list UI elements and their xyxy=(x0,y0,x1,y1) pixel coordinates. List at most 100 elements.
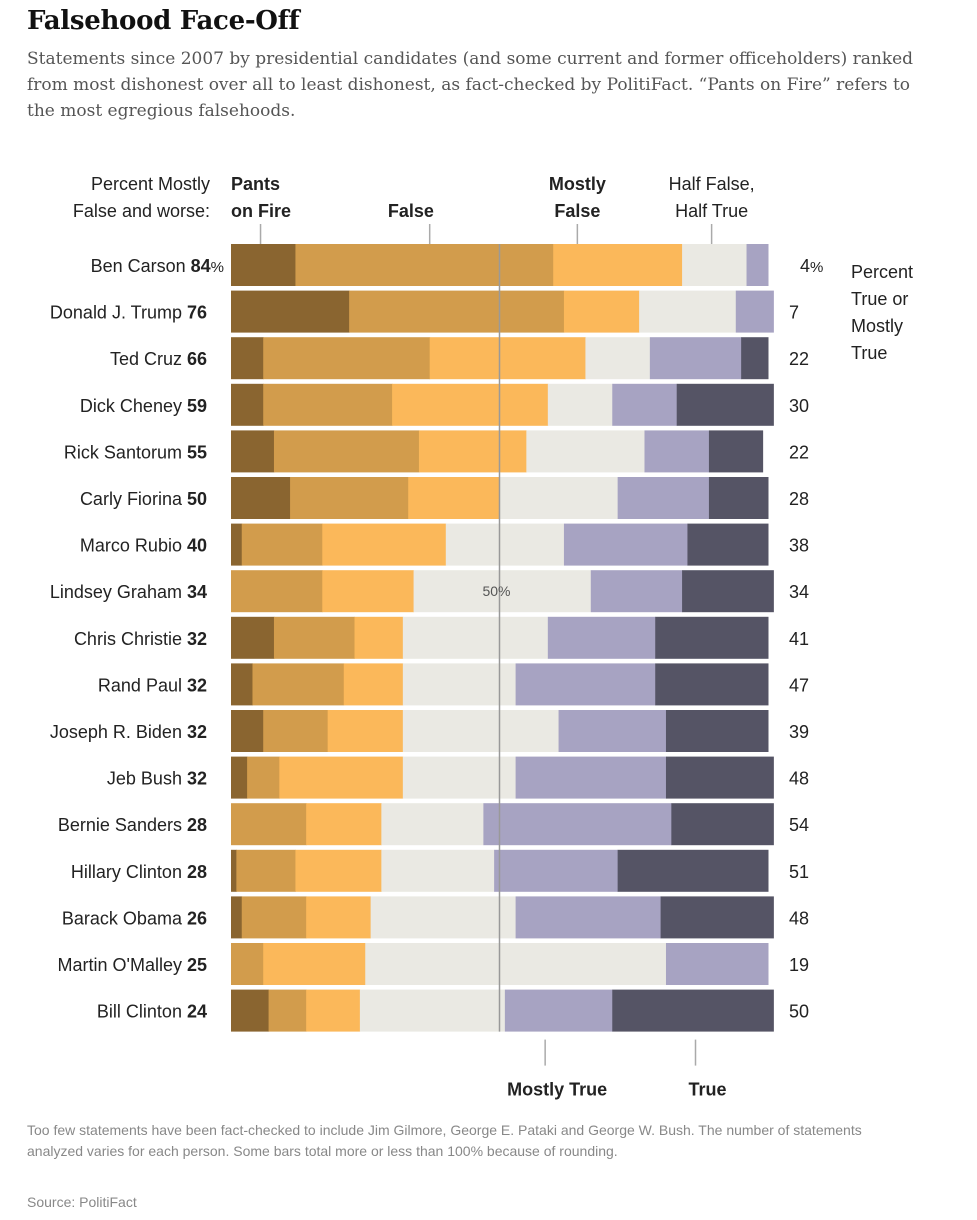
bar-segment-false xyxy=(252,663,345,706)
bar-segment-mostly-true xyxy=(612,383,678,426)
bar-segment-half-true xyxy=(585,337,651,380)
bar-segment-mostly-true xyxy=(515,756,667,799)
bar-segment-mostly-true xyxy=(563,523,688,566)
top-category-label: Half False, xyxy=(669,174,755,194)
bar-segment-false xyxy=(263,383,393,426)
bar-segment-half-true xyxy=(402,616,549,659)
bar-segment-mostly-false xyxy=(429,337,586,380)
bar-segment-mostly-true xyxy=(644,430,710,473)
bar-segment-mostly-false xyxy=(306,896,372,939)
bar-segment-true xyxy=(617,849,769,892)
bar-segment-mostly-false xyxy=(553,244,683,286)
bar-segment-false xyxy=(349,290,565,333)
bar-segment-mostly-true xyxy=(494,849,619,892)
bar-segment-mostly-true xyxy=(515,663,656,706)
bar-segment-mostly-false xyxy=(306,989,361,1032)
bar-segment-mostly-false xyxy=(354,616,404,659)
candidate-label: Martin O'Malley 25 xyxy=(58,955,208,975)
bar-segment-false xyxy=(247,756,280,799)
candidate-label: Carly Fiorina 50 xyxy=(80,489,207,509)
true-percent-value: 19 xyxy=(789,955,809,975)
true-percent-value: 48 xyxy=(789,769,809,789)
bar-segment-mostly-true xyxy=(504,989,613,1032)
true-percent-value: 41 xyxy=(789,629,809,649)
right-header-line: True xyxy=(851,343,887,363)
bar-segment-half-true xyxy=(639,290,737,333)
top-category-label: Half True xyxy=(675,201,748,221)
bar-segment-false xyxy=(236,849,296,892)
candidate-label: Jeb Bush 32 xyxy=(107,769,207,789)
chart-subtitle: Statements since 2007 by presidential ca… xyxy=(27,49,914,121)
bar-segment-true xyxy=(708,477,769,519)
right-header-line: Mostly xyxy=(851,316,903,336)
true-percent-value: 50 xyxy=(789,1002,809,1022)
source-note: Source: PolitiFact xyxy=(27,1194,137,1210)
bar-segment-mostly-true xyxy=(590,570,683,613)
bar-segment-false xyxy=(273,430,420,473)
bar-segment-half-true xyxy=(365,943,667,985)
bar-segment-pants-on-fire xyxy=(231,523,243,566)
bar-segment-mostly-true xyxy=(746,244,769,286)
true-percent-value: 39 xyxy=(789,722,809,742)
bar-segment-pants-on-fire xyxy=(231,710,264,752)
candidate-label: Ben Carson 84% xyxy=(91,256,224,276)
true-percent-value: 4% xyxy=(800,256,823,276)
bar-segment-true xyxy=(682,570,774,613)
bar-segment-false xyxy=(231,943,264,985)
bar-segment-half-true xyxy=(499,477,619,519)
bar-segment-mostly-false xyxy=(343,663,404,706)
bar-segment-mostly-true xyxy=(735,290,774,333)
bar-segment-false xyxy=(295,244,554,286)
bar-segment-pants-on-fire xyxy=(231,383,264,426)
bar-segment-mostly-false xyxy=(322,570,415,613)
true-percent-value: 48 xyxy=(789,908,809,928)
candidate-label: Bernie Sanders 28 xyxy=(58,815,207,835)
true-percent-value: 38 xyxy=(789,536,809,556)
bar-segment-pants-on-fire xyxy=(231,989,270,1032)
bar-segment-half-true xyxy=(381,849,495,892)
bar-segment-half-true xyxy=(402,710,560,752)
bar-segment-half-true xyxy=(359,989,506,1032)
candidate-label: Joseph R. Biden 32 xyxy=(50,722,207,742)
bar-segment-true xyxy=(741,337,769,380)
candidate-label: Rand Paul 32 xyxy=(98,675,207,695)
bar-segment-true xyxy=(687,523,769,566)
bar-segment-pants-on-fire xyxy=(231,290,350,333)
bar-segment-false xyxy=(290,477,409,519)
bar-segment-half-true xyxy=(547,383,613,426)
bar-segment-mostly-false xyxy=(279,756,404,799)
true-percent-value: 34 xyxy=(789,582,809,602)
top-category-label: False xyxy=(388,201,434,221)
bar-segment-half-true xyxy=(682,244,748,286)
bar-segment-true xyxy=(655,616,769,659)
bar-segment-mostly-false xyxy=(563,290,640,333)
bar-segment-mostly-true xyxy=(547,616,656,659)
candidate-label: Bill Clinton 24 xyxy=(97,1002,207,1022)
bar-segment-false xyxy=(268,989,307,1032)
candidate-label: Lindsey Graham 34 xyxy=(50,582,207,602)
bar-segment-false xyxy=(263,337,431,380)
bar-segment-half-true xyxy=(402,756,517,799)
bar-segment-mostly-true xyxy=(483,803,672,846)
bar-segment-half-true xyxy=(445,523,565,566)
bar-segment-mostly-true xyxy=(649,337,742,380)
left-header-line: Percent Mostly xyxy=(91,174,210,194)
top-category-label: Mostly xyxy=(549,174,606,194)
candidate-label: Barack Obama 26 xyxy=(62,908,207,928)
top-category-label: False xyxy=(554,201,600,221)
midline-label: 50% xyxy=(482,583,510,599)
bar-segment-mostly-false xyxy=(306,803,382,846)
top-category-label: Pants xyxy=(231,174,280,194)
bar-segment-half-true xyxy=(526,430,645,473)
bar-segment-pants-on-fire xyxy=(231,616,275,659)
bar-segment-pants-on-fire xyxy=(231,896,243,939)
bar-segment-mostly-true xyxy=(665,943,769,985)
bar-segment-pants-on-fire xyxy=(231,477,291,519)
bar-segment-false xyxy=(263,710,329,752)
bar-segment-mostly-true xyxy=(558,710,667,752)
bar-segment-pants-on-fire xyxy=(231,849,237,892)
true-percent-value: 7 xyxy=(789,303,799,323)
bar-segment-mostly-false xyxy=(295,849,382,892)
bar-segment-true xyxy=(665,710,769,752)
bar-segment-true xyxy=(612,989,774,1032)
